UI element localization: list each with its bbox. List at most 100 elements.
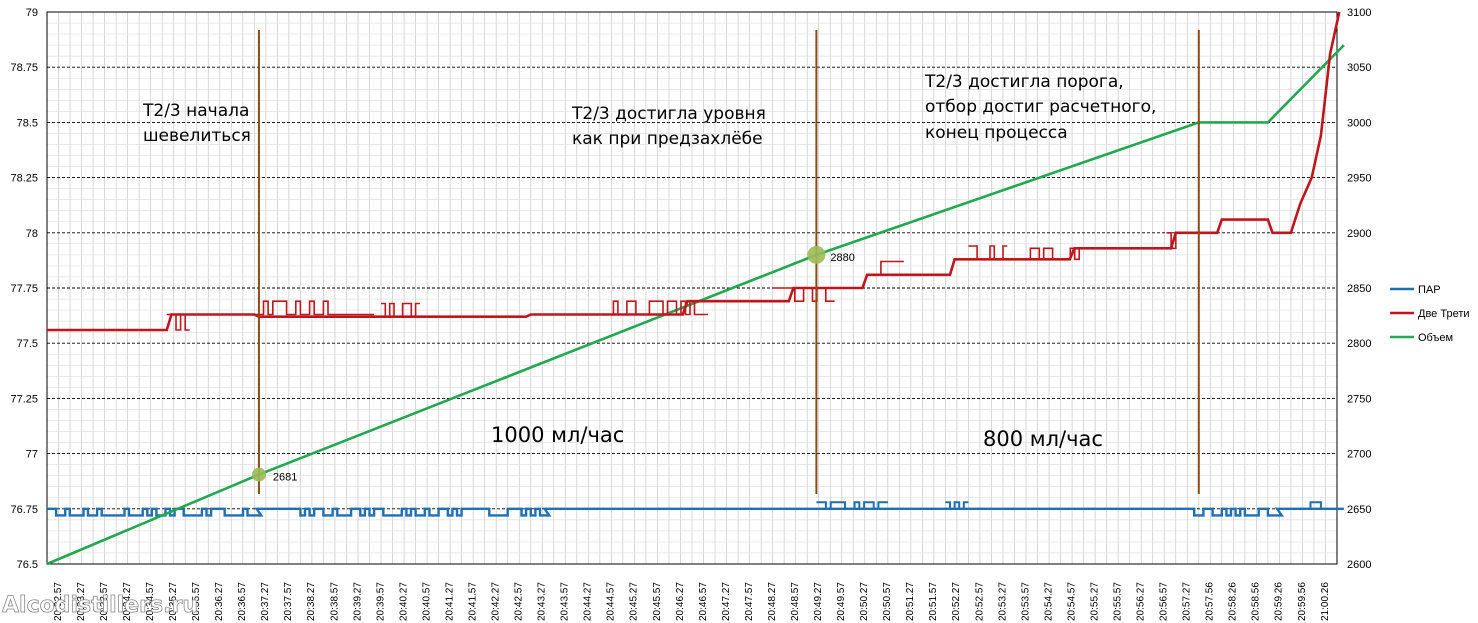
x-tick-label: 20:34.57: [145, 582, 156, 621]
x-tick-label: 20:46.27: [675, 582, 686, 621]
y-right-tick-label: 3100: [1347, 7, 1371, 19]
x-tick-label: 20:43.57: [560, 582, 571, 621]
x-tick-label: 20:35.27: [168, 582, 179, 621]
legend-label-dve-treti: Две Трети: [1418, 308, 1470, 320]
annotation-end-line1: T2/3 достигла порога,: [924, 72, 1124, 92]
x-tick-label: 20:36.57: [237, 582, 248, 621]
series-layer: [46, 11, 1345, 566]
series-noise-dve-treti: [254, 300, 375, 316]
annotation-start-line2: шевелиться: [143, 126, 251, 146]
x-tick-label: 20:46.57: [698, 582, 709, 621]
rate-label-800: 800 мл/час: [983, 427, 1103, 451]
left-axis-ticks: 76.5 76.75 77 77.25 77.5 77.75 78 78.25 78.5 78.7…: [10, 7, 38, 571]
y-right-tick-label: 2750: [1347, 393, 1371, 405]
x-tick-label: 20:43.27: [537, 582, 548, 621]
x-tick-label: 20:37.27: [260, 582, 271, 621]
y-right-tick-label: 2800: [1347, 338, 1371, 350]
x-tick-label: 20:47.57: [744, 582, 755, 621]
horizontal-gridlines: [47, 11, 1337, 565]
y-left-tick-label: 77.75: [10, 283, 38, 295]
x-tick-label: 20:54.57: [1066, 582, 1077, 621]
x-tick-label: 20:38.27: [306, 582, 317, 621]
x-tick-label: 20:38.57: [329, 582, 340, 621]
plot-area: [46, 11, 1338, 565]
x-tick-label: 20:59.56: [1297, 582, 1308, 621]
marker-label: 2880: [830, 252, 854, 264]
legend: ПАР Две Трети Объем: [1390, 284, 1470, 344]
x-tick-label: 20:58.26: [1228, 582, 1239, 621]
markers: 2681 2880: [251, 245, 855, 484]
x-tick-label: 20:50.27: [859, 582, 870, 621]
y-left-tick-label: 78.75: [10, 62, 38, 74]
series-noise-dve-treti: [876, 260, 904, 276]
y-left-tick-label: 77.5: [17, 338, 38, 350]
y-right-tick-label: 2650: [1347, 504, 1371, 516]
rate-label-1000: 1000 мл/час: [491, 423, 624, 447]
annotation-end-line2: отбор достиг расчетного,: [925, 97, 1156, 117]
x-tick-label: 20:48.27: [767, 582, 778, 621]
x-tick-label: 20:42.57: [514, 582, 525, 621]
x-tick-label: 20:34.27: [122, 582, 133, 621]
series-noise-dve-treti: [381, 302, 420, 318]
y-left-tick-label: 78.5: [17, 117, 38, 129]
x-tick-label: 20:39.57: [375, 582, 386, 621]
annotation-end-line3: конец процесса: [925, 123, 1068, 143]
series-spikes-par: [1300, 501, 1327, 510]
marker-label: 2681: [273, 472, 297, 484]
x-tick-label: 20:50.57: [882, 582, 893, 621]
y-left-tick-label: 78.25: [10, 173, 38, 185]
y-left-tick-label: 77.25: [10, 393, 38, 405]
annotation-level-line1: T2/3 достигла уровня: [571, 104, 766, 124]
x-tick-label: 20:59.26: [1274, 582, 1285, 621]
marker-point: [807, 245, 826, 264]
series-noise-dve-treti: [166, 313, 190, 331]
marker-point: [251, 467, 266, 482]
series-noise-dve-treti: [1166, 232, 1185, 250]
y-right-tick-label: 2600: [1347, 559, 1371, 571]
y-left-tick-label: 79: [26, 7, 38, 19]
x-tick-label: 20:37.57: [283, 582, 294, 621]
y-right-tick-label: 2700: [1347, 449, 1371, 461]
x-tick-label: 20:52.57: [974, 582, 985, 621]
x-tick-label: 20:55.27: [1089, 582, 1100, 621]
series-noise-dve-treti: [968, 245, 1008, 261]
x-tick-label: 20:41.27: [444, 582, 455, 621]
x-tick-label: 20:51.57: [928, 582, 939, 621]
x-tick-label: 20:40.57: [421, 582, 432, 621]
legend-label-par: ПАР: [1418, 284, 1441, 296]
x-tick-label: 20:44.57: [606, 582, 617, 621]
x-tick-label: 20:36.27: [214, 582, 225, 621]
y-left-tick-label: 76.5: [17, 559, 38, 571]
x-tick-label: 20:54.27: [1043, 582, 1054, 621]
x-tick-label: 20:41.57: [467, 582, 478, 621]
series-noise-dve-treti: [1026, 247, 1088, 261]
y-right-tick-label: 3050: [1347, 62, 1371, 74]
x-tick-label: 20:48.57: [790, 582, 801, 621]
series-line-obem: [46, 44, 1345, 566]
y-left-tick-label: 77: [26, 449, 38, 461]
annotation-start-line1: T2/3 начала: [142, 101, 249, 121]
x-tick-label: 20:49.57: [836, 582, 847, 621]
x-tick-label: 20:45.57: [652, 582, 663, 621]
x-tick-label: 20:47.27: [721, 582, 732, 621]
right-axis-ticks: 2600 2650 2700 2750 2800 2850 2900 2950 3000 3050…: [1347, 7, 1371, 571]
x-tick-label: 20:56.27: [1136, 582, 1147, 621]
x-tick-label: 20:42.27: [491, 582, 502, 621]
series-spikes-par: [945, 501, 969, 510]
legend-label-obem: Объем: [1418, 332, 1453, 344]
y-right-tick-label: 2900: [1347, 228, 1371, 240]
x-tick-label: 20:35.57: [191, 582, 202, 621]
x-tick-label: 21:00.26: [1320, 582, 1331, 621]
series-spikes-par: [816, 501, 888, 510]
x-tick-label: 20:39.27: [352, 582, 363, 621]
watermark: Alcodistillers.ru: [2, 593, 198, 618]
x-tick-label: 20:57.56: [1205, 582, 1216, 621]
x-tick-label: 20:53.57: [1020, 582, 1031, 621]
x-tick-label: 20:40.27: [398, 582, 409, 621]
x-tick-label: 20:56.57: [1159, 582, 1170, 621]
y-right-tick-label: 2850: [1347, 283, 1371, 295]
x-tick-label: 20:32.57: [53, 582, 64, 621]
series-noise-dve-treti: [599, 300, 708, 316]
y-right-tick-label: 3000: [1347, 117, 1371, 129]
